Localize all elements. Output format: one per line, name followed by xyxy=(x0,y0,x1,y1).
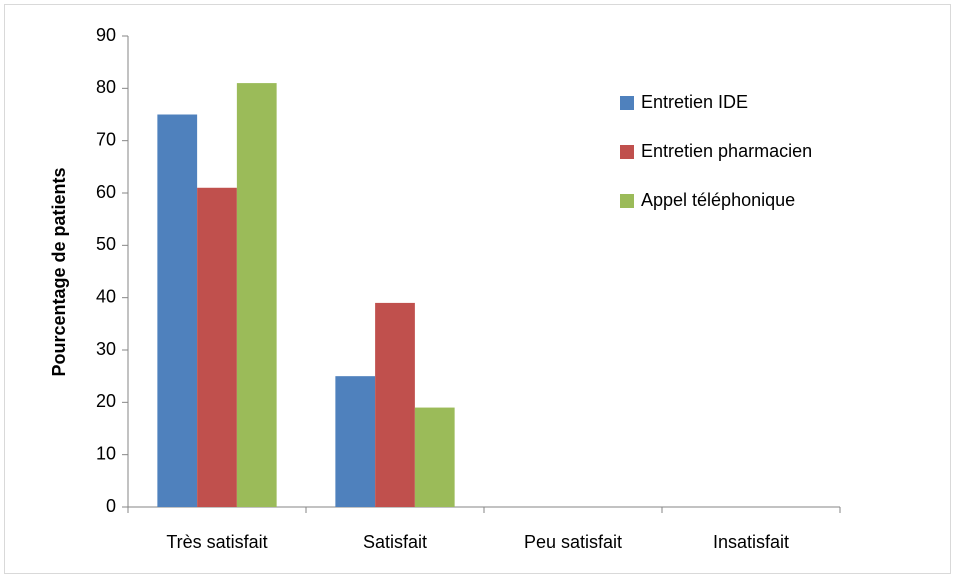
y-tick-label: 40 xyxy=(96,286,116,306)
bar xyxy=(414,407,455,507)
y-tick-label: 70 xyxy=(96,129,116,149)
y-tick-label: 0 xyxy=(106,496,116,516)
x-tick-label: Insatisfait xyxy=(713,532,789,552)
legend-label: Entretien pharmacien xyxy=(641,141,812,161)
x-tick-label: Peu satisfait xyxy=(524,532,622,552)
legend-label: Entretien IDE xyxy=(641,92,748,112)
legend-swatch xyxy=(620,145,634,159)
legend-swatch xyxy=(620,194,634,208)
y-tick-label: 10 xyxy=(96,443,116,463)
bar xyxy=(375,302,415,507)
y-tick-label: 80 xyxy=(96,77,116,97)
chart-frame xyxy=(4,4,951,574)
legend-swatch xyxy=(620,96,634,110)
y-tick-label: 90 xyxy=(96,25,116,45)
y-tick-label: 30 xyxy=(96,339,116,359)
y-tick-label: 20 xyxy=(96,391,116,411)
y-tick-label: 60 xyxy=(96,182,116,202)
bar xyxy=(236,83,277,507)
x-tick-label: Satisfait xyxy=(363,532,427,552)
x-tick-label: Très satisfait xyxy=(166,532,267,552)
legend-label: Appel téléphonique xyxy=(641,190,795,210)
bar xyxy=(197,187,237,507)
bar xyxy=(335,376,376,507)
bar xyxy=(157,114,198,507)
y-axis-label: Pourcentage de patients xyxy=(49,167,69,376)
y-tick-label: 50 xyxy=(96,234,116,254)
